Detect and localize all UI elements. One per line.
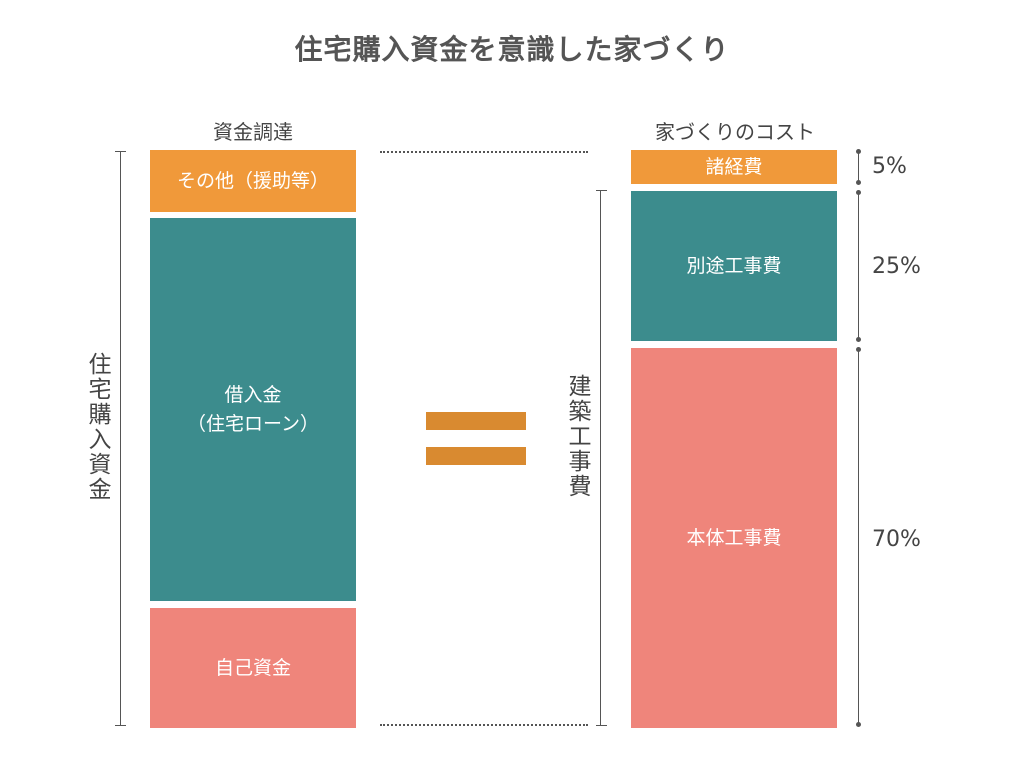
construction-bracket-label: 建築工事費 <box>564 374 590 499</box>
cost-main-works-block: 本体工事費 <box>631 348 837 728</box>
left-bracket-line <box>120 152 121 726</box>
funding-loan-label-line2: （住宅ローン） <box>186 412 320 435</box>
left-bracket-label: 住宅購入資金 <box>84 352 110 502</box>
funding-loan-block: 借入金 （住宅ローン） <box>150 218 356 601</box>
pct-misc-label: 5% <box>872 154 907 179</box>
pct-bracket-misc-line <box>858 152 859 182</box>
funding-loan-label-line1: 借入金 <box>224 384 282 406</box>
construction-bracket-top-tick <box>596 190 607 191</box>
funding-own-block: 自己資金 <box>150 608 356 728</box>
cost-separate-works-label: 別途工事費 <box>686 254 782 277</box>
pct-main-label: 70% <box>872 527 921 552</box>
construction-bracket-bottom-tick <box>596 725 607 726</box>
cost-misc-label: 諸経費 <box>705 155 763 178</box>
funding-other-block: その他（援助等） <box>150 150 356 212</box>
pct-bracket-separate-line <box>858 193 859 338</box>
cost-main-works-label: 本体工事費 <box>686 526 782 549</box>
funding-own-label: 自己資金 <box>214 656 291 679</box>
equals-bottom-bar <box>426 447 526 465</box>
left-bracket-bottom-tick <box>115 725 126 726</box>
pct-bracket-misc-bottom-dot <box>856 180 861 185</box>
left-bracket-top-tick <box>115 151 126 152</box>
top-dotted-connector <box>380 151 588 153</box>
equals-sign-icon <box>426 412 526 466</box>
cost-misc-block: 諸経費 <box>631 150 837 184</box>
pct-bracket-misc-top-dot <box>856 149 861 154</box>
pct-bracket-main-bottom-dot <box>856 722 861 727</box>
funding-other-label: その他（援助等） <box>176 169 329 192</box>
pct-separate-label: 25% <box>872 254 921 279</box>
cost-separate-works-block: 別途工事費 <box>631 191 837 341</box>
diagram-title: 住宅購入資金を意識した家づくり <box>294 33 730 66</box>
pct-bracket-separate-bottom-dot <box>856 337 861 342</box>
pct-bracket-separate-top-dot <box>856 190 861 195</box>
bottom-dotted-connector <box>380 724 588 726</box>
right-column-heading: 家づくりのコスト <box>655 120 815 144</box>
pct-bracket-main-line <box>858 350 859 724</box>
construction-bracket-line <box>600 191 601 726</box>
pct-bracket-main-top-dot <box>856 347 861 352</box>
equals-top-bar <box>426 412 526 430</box>
left-column-heading: 資金調達 <box>213 120 293 144</box>
